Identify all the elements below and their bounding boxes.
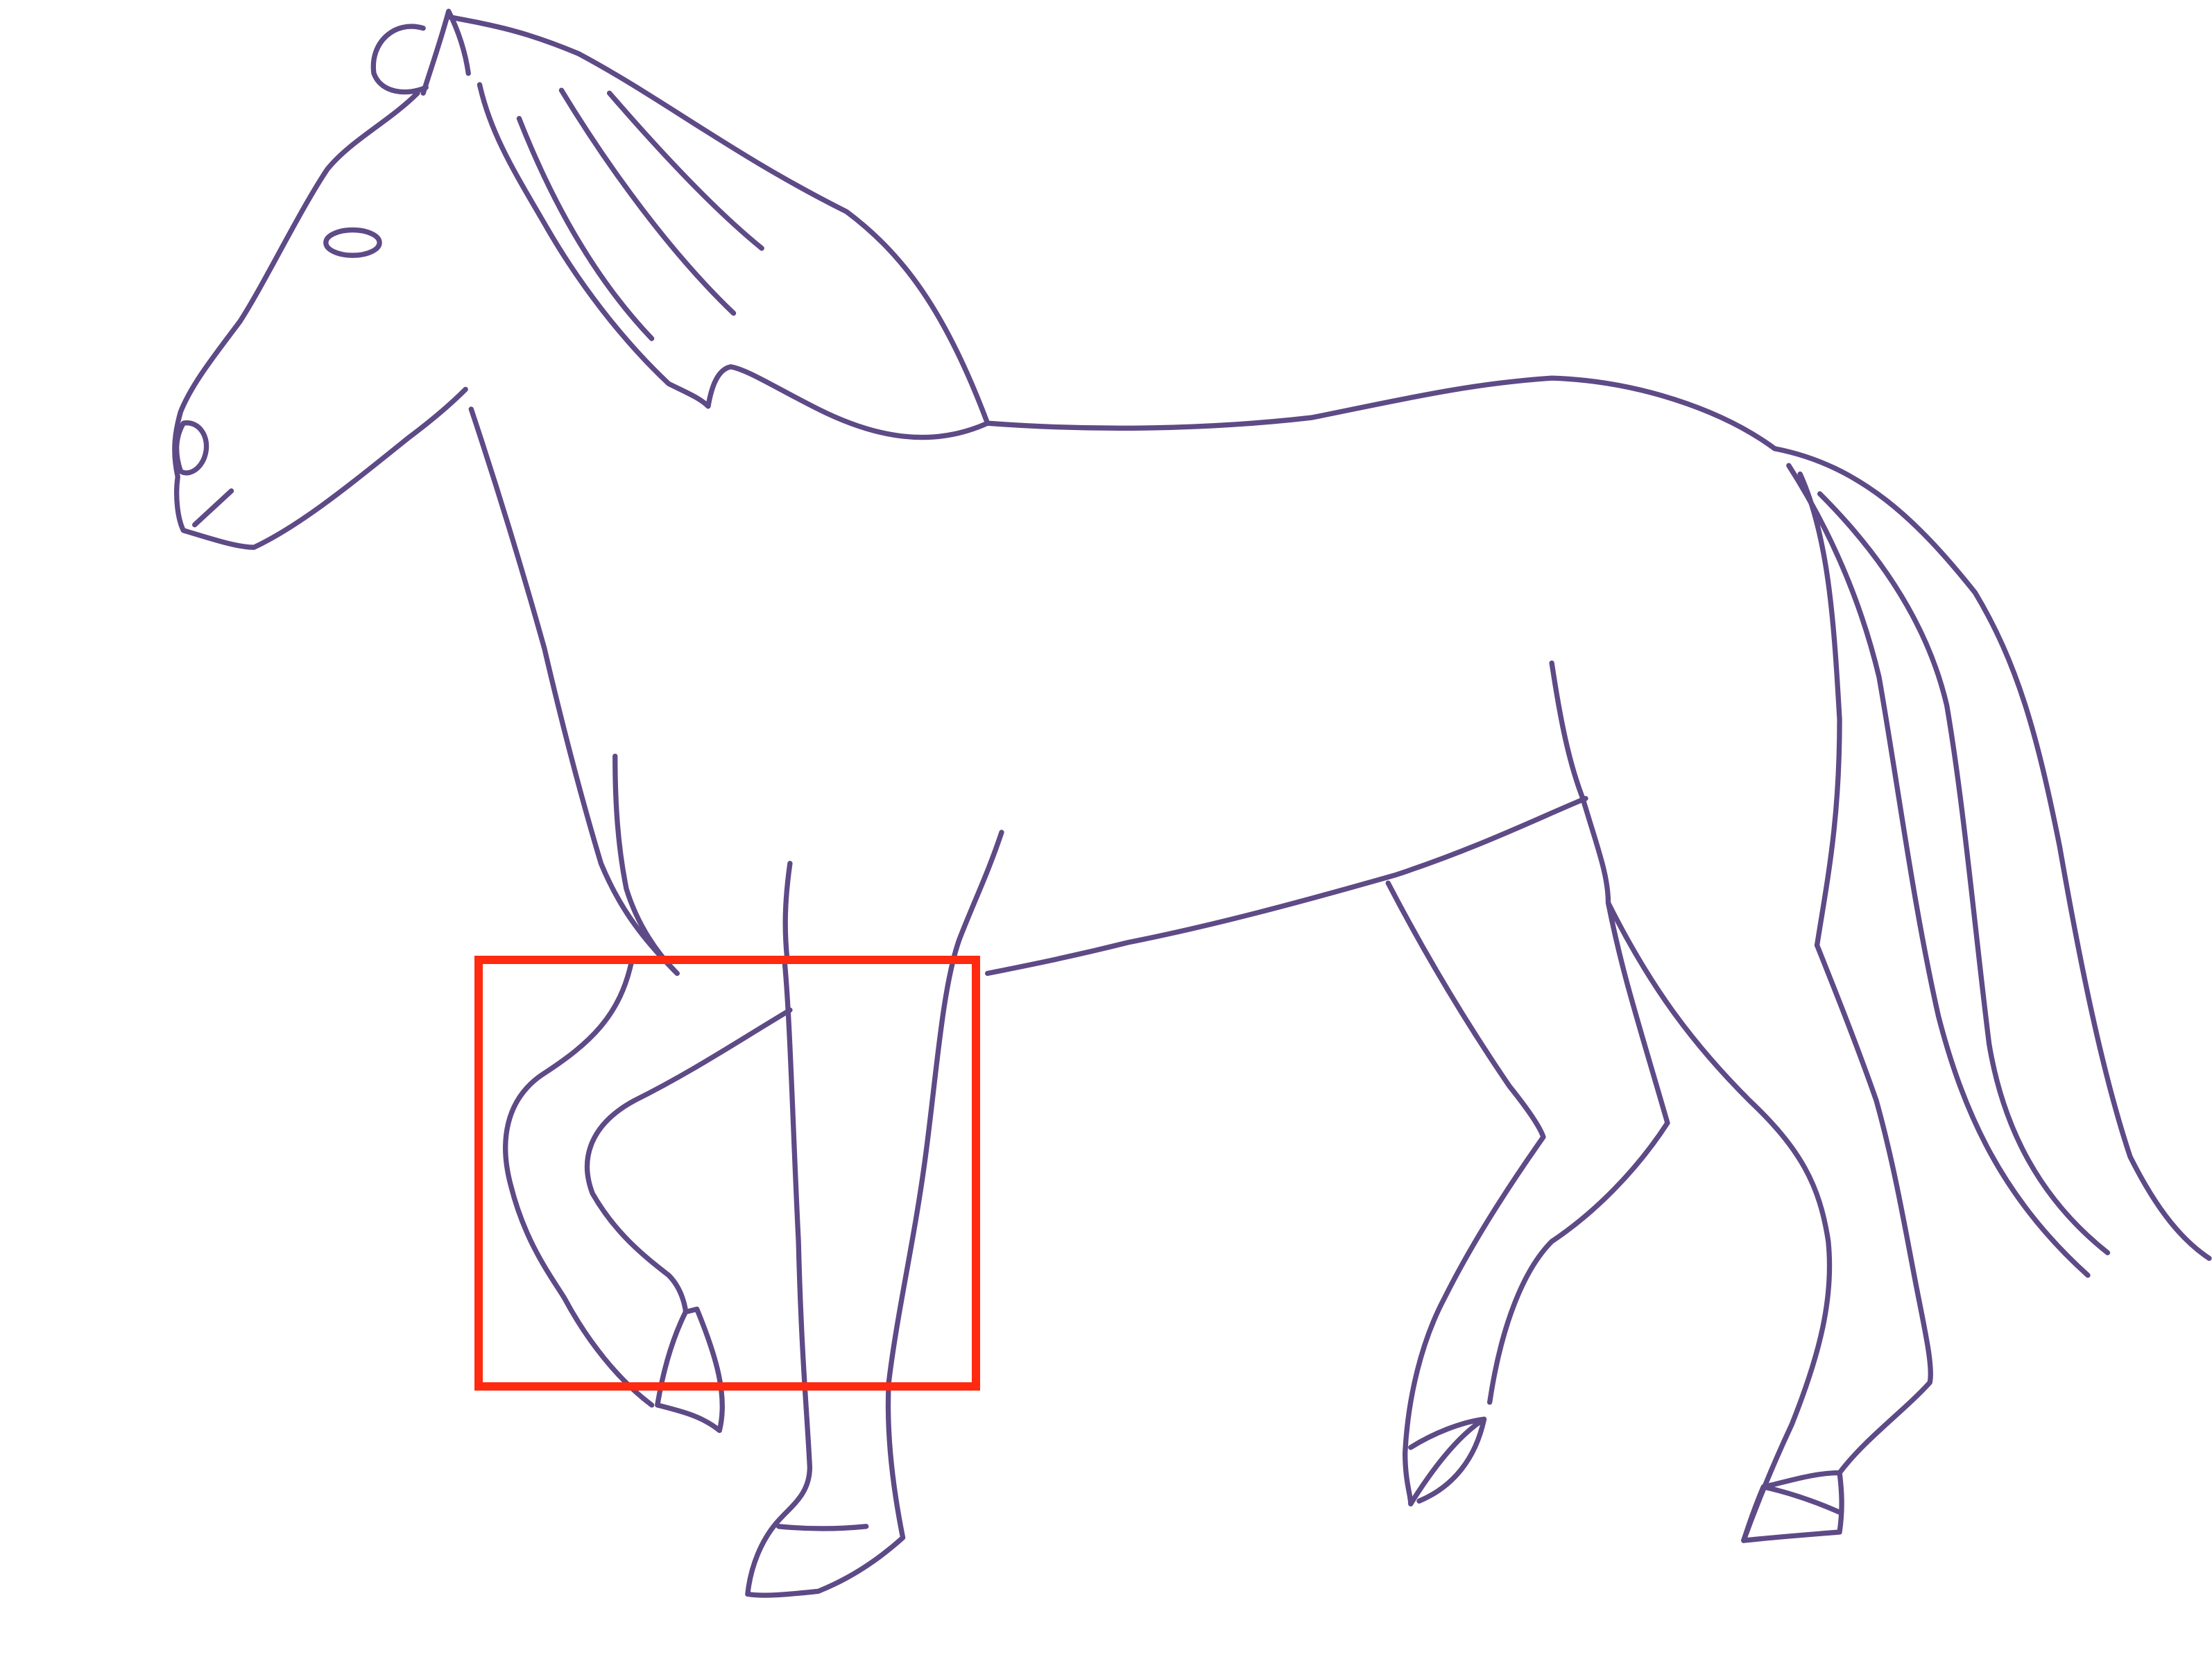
horse-mouth	[192, 488, 234, 528]
horse-head-outline	[172, 90, 468, 550]
horse-rear-leg-near	[1605, 900, 1833, 1543]
horse-rear-hoof-near-line	[1760, 1484, 1842, 1515]
horse-rear-hoof-far-line	[1408, 1416, 1487, 1450]
horse-belly-line	[984, 796, 1588, 977]
horse-tail-strand	[1797, 471, 1842, 948]
horse-mane-outline	[446, 14, 991, 440]
horse-mane-strand	[516, 116, 655, 341]
horse-rear-hoof-near	[1741, 1470, 1844, 1543]
horse-standing-front-leg	[745, 956, 813, 1597]
selection-highlight-box	[474, 956, 980, 1391]
horse-raised-front-leg	[503, 956, 655, 1408]
horse-ear-back	[370, 24, 429, 95]
horse-raised-front-hoof	[655, 1306, 725, 1434]
horse-mane-strand	[558, 87, 737, 316]
horse-tail-strand	[1786, 463, 2091, 1278]
horse-rear-leg-far-front	[1487, 900, 1670, 1405]
horse-ear-front	[420, 8, 471, 96]
horse-shoulder-line	[782, 861, 793, 962]
horse-neck-front	[468, 406, 680, 977]
horse-back-line	[984, 375, 1778, 452]
horse-nostril	[174, 420, 209, 476]
horse-standing-front-hoof-line	[775, 1524, 869, 1531]
horse-eye	[323, 227, 382, 258]
horse-tail-outline	[1772, 446, 2212, 1262]
horse-mane-strand	[606, 90, 764, 251]
horse-chest-line	[612, 753, 680, 977]
horse-standing-front-leg-back	[745, 936, 962, 1598]
horse-rear-leg-far	[1385, 880, 1546, 1506]
horse-raised-front-leg-inner	[585, 1007, 793, 1315]
horse-tail-strand	[1817, 491, 2111, 1255]
horse-haunch-line	[1549, 660, 1611, 906]
horse-rear-leg-near-back	[1814, 943, 1933, 1476]
horse-front-leg-top	[957, 830, 1004, 943]
horse-rear-hoof-far	[1408, 1416, 1487, 1506]
